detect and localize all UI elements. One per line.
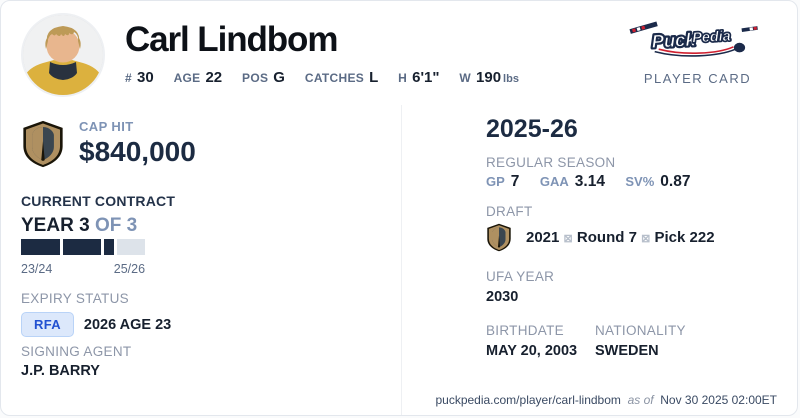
svg-text:Pedia: Pedia xyxy=(692,28,731,46)
svg-text:Puck: Puck xyxy=(651,28,697,51)
